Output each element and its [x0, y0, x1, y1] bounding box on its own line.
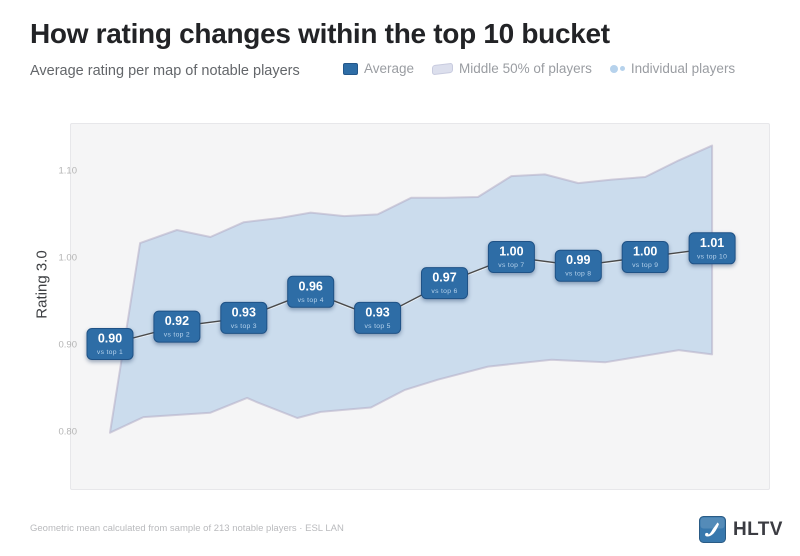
legend-middle-50-icon	[432, 62, 454, 75]
average-line	[109, 247, 713, 345]
data-point-badge: 1.01 vs top 10	[688, 232, 736, 265]
badge-sublabel: vs top 4	[298, 297, 324, 304]
legend-label: Middle 50% of players	[459, 61, 592, 76]
badge-value: 0.93	[365, 305, 389, 319]
badge-sublabel: vs top 8	[565, 271, 591, 278]
badge-sublabel: vs top 2	[164, 332, 190, 339]
chart-legend: Average Middle 50% of players Individual p…	[343, 61, 735, 76]
badge-value: 1.01	[700, 236, 724, 250]
badge-value: 0.90	[98, 332, 122, 346]
data-point-badge: 0.90 vs top 1	[86, 328, 134, 360]
chart-subtitle: Average rating per map of notable player…	[30, 63, 300, 79]
badge-background	[487, 241, 535, 273]
y-tick-label: 0.90	[59, 340, 78, 351]
source-note: Geometric mean calculated from sample of…	[30, 523, 344, 534]
legend-item-average: Average	[343, 61, 414, 76]
badge-sublabel: vs top 5	[364, 323, 390, 330]
data-point-badge: 1.00 vs top 9	[621, 241, 669, 273]
badge-value: 0.92	[165, 314, 189, 328]
legend-item-middle-50: Middle 50% of players	[432, 61, 592, 76]
data-point-badge: 0.93 vs top 5	[354, 301, 402, 334]
badge-background	[220, 301, 268, 334]
middle-50-band	[109, 144, 714, 434]
badge-background	[354, 301, 402, 334]
badge-value: 1.00	[633, 245, 657, 259]
badge-value: 0.93	[232, 305, 256, 319]
badge-sublabel: vs top 10	[697, 253, 727, 260]
legend-label: Individual players	[630, 61, 736, 76]
legend-individual-icon	[609, 64, 625, 73]
data-point-badge: 1.00 vs top 7	[487, 241, 535, 273]
chart-svg: 1.10 1.00 0.90 0.80 0.90 vs top 1 0.92 vs top 2…	[59, 144, 736, 438]
badge-background	[421, 267, 468, 300]
badge-value: 1.00	[499, 245, 523, 259]
badge-background	[287, 275, 335, 308]
badge-background	[554, 249, 602, 282]
data-point-badge: 0.92 vs top 2	[153, 310, 201, 343]
badge-background	[688, 232, 736, 265]
badge-sublabel: vs top 3	[231, 323, 257, 330]
page-title: How rating changes within the top 10 buc…	[30, 18, 610, 49]
hltv-logo: HLTV	[699, 516, 783, 543]
y-tick-label: 1.10	[59, 166, 78, 177]
data-point-badge: 0.96 vs top 4	[287, 275, 335, 308]
badge-value: 0.99	[566, 253, 590, 267]
badge-value: 0.96	[299, 279, 323, 293]
data-point-badge: 0.99 vs top 8	[554, 249, 602, 282]
badge-sublabel: vs top 6	[431, 288, 457, 295]
badge-sublabel: vs top 9	[632, 262, 658, 269]
badge-background	[621, 241, 669, 273]
legend-item-individual: Individual players	[609, 61, 736, 76]
badge-background	[153, 310, 201, 343]
legend-label: Average	[364, 61, 415, 76]
badge-sublabel: vs top 1	[97, 349, 123, 356]
hltv-logo-icon	[699, 516, 726, 543]
y-tick-label: 1.00	[59, 253, 78, 264]
y-tick-label: 0.80	[59, 427, 78, 438]
data-point-badge: 0.93 vs top 3	[220, 301, 268, 334]
badge-background	[86, 328, 134, 360]
badge-value: 0.97	[432, 271, 456, 285]
legend-average-icon	[343, 62, 358, 75]
data-point-badge: 0.97 vs top 6	[421, 267, 468, 300]
hltv-logo-text: HLTV	[733, 518, 783, 540]
badge-sublabel: vs top 7	[498, 262, 524, 269]
